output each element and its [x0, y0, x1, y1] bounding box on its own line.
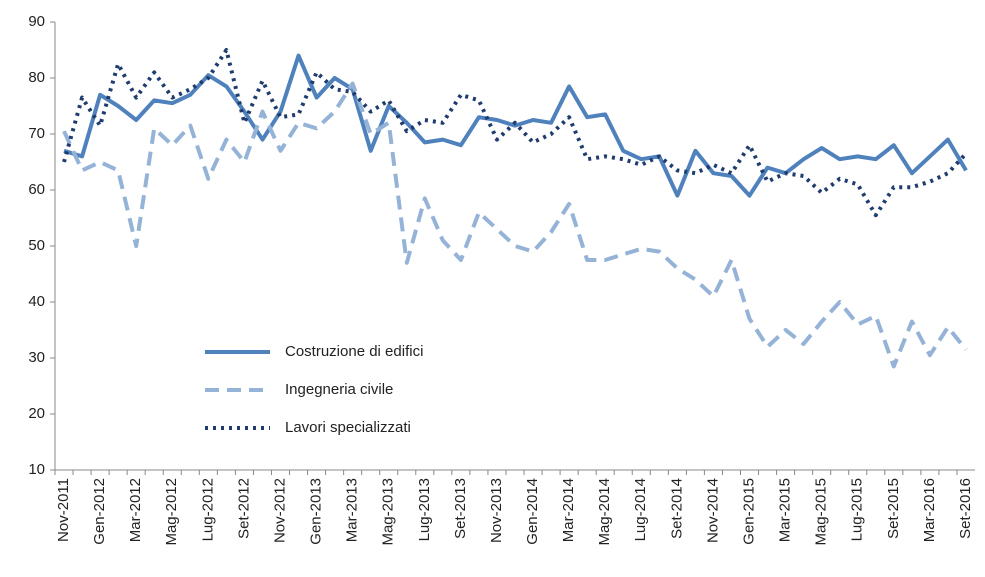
x-tick-label: Lug-2012 [199, 478, 216, 541]
x-tick-label: Set-2015 [885, 478, 902, 539]
y-tick-label: 30 [28, 349, 45, 366]
x-tick-label: Mar-2012 [127, 478, 144, 542]
x-tick-label: Mag-2012 [163, 478, 180, 546]
legend-label: Costruzione di edifici [285, 343, 423, 360]
x-tick-label: Mar-2015 [777, 478, 794, 542]
x-tick-label: Gen-2013 [308, 478, 325, 545]
y-tick-label: 40 [28, 293, 45, 310]
x-tick-label: Lug-2015 [849, 478, 866, 541]
x-tick-label: Set-2014 [668, 478, 685, 539]
line-series [62, 81, 968, 369]
y-tick-label: 50 [28, 237, 45, 254]
y-tick-label: 80 [28, 69, 45, 86]
legend-label: Ingegneria civile [285, 381, 393, 398]
x-tick-label: Nov-2011 [55, 478, 72, 542]
x-tick-label: Lug-2013 [416, 478, 433, 541]
x-tick-label: Mag-2014 [596, 478, 613, 546]
line-series [63, 53, 968, 198]
x-tick-label: Gen-2014 [524, 478, 541, 545]
x-tick-label: Mar-2013 [344, 478, 361, 542]
x-tick-label: Set-2012 [235, 478, 252, 539]
legend-label: Lavori specializzati [285, 419, 411, 436]
x-tick-label: Set-2016 [957, 478, 974, 539]
line-series [62, 48, 968, 218]
y-tick-label: 60 [28, 181, 45, 198]
x-tick-label: Mar-2016 [921, 478, 938, 542]
y-tick-label: 70 [28, 125, 45, 142]
x-tick-label: Nov-2012 [271, 478, 288, 543]
x-tick-label: Set-2013 [452, 478, 469, 539]
y-tick-label: 10 [28, 461, 45, 478]
x-tick-label: Mar-2014 [560, 478, 577, 542]
y-tick-label: 20 [28, 405, 45, 422]
x-tick-label: Mag-2013 [380, 478, 397, 546]
x-tick-label: Gen-2015 [740, 478, 757, 545]
x-tick-label: Lug-2014 [632, 478, 649, 541]
x-tick-label: Gen-2012 [91, 478, 108, 545]
x-tick-label: Nov-2013 [488, 478, 505, 543]
x-tick-label: Nov-2014 [704, 478, 721, 543]
x-tick-label: Mag-2015 [813, 478, 830, 546]
y-tick-label: 90 [28, 13, 45, 30]
